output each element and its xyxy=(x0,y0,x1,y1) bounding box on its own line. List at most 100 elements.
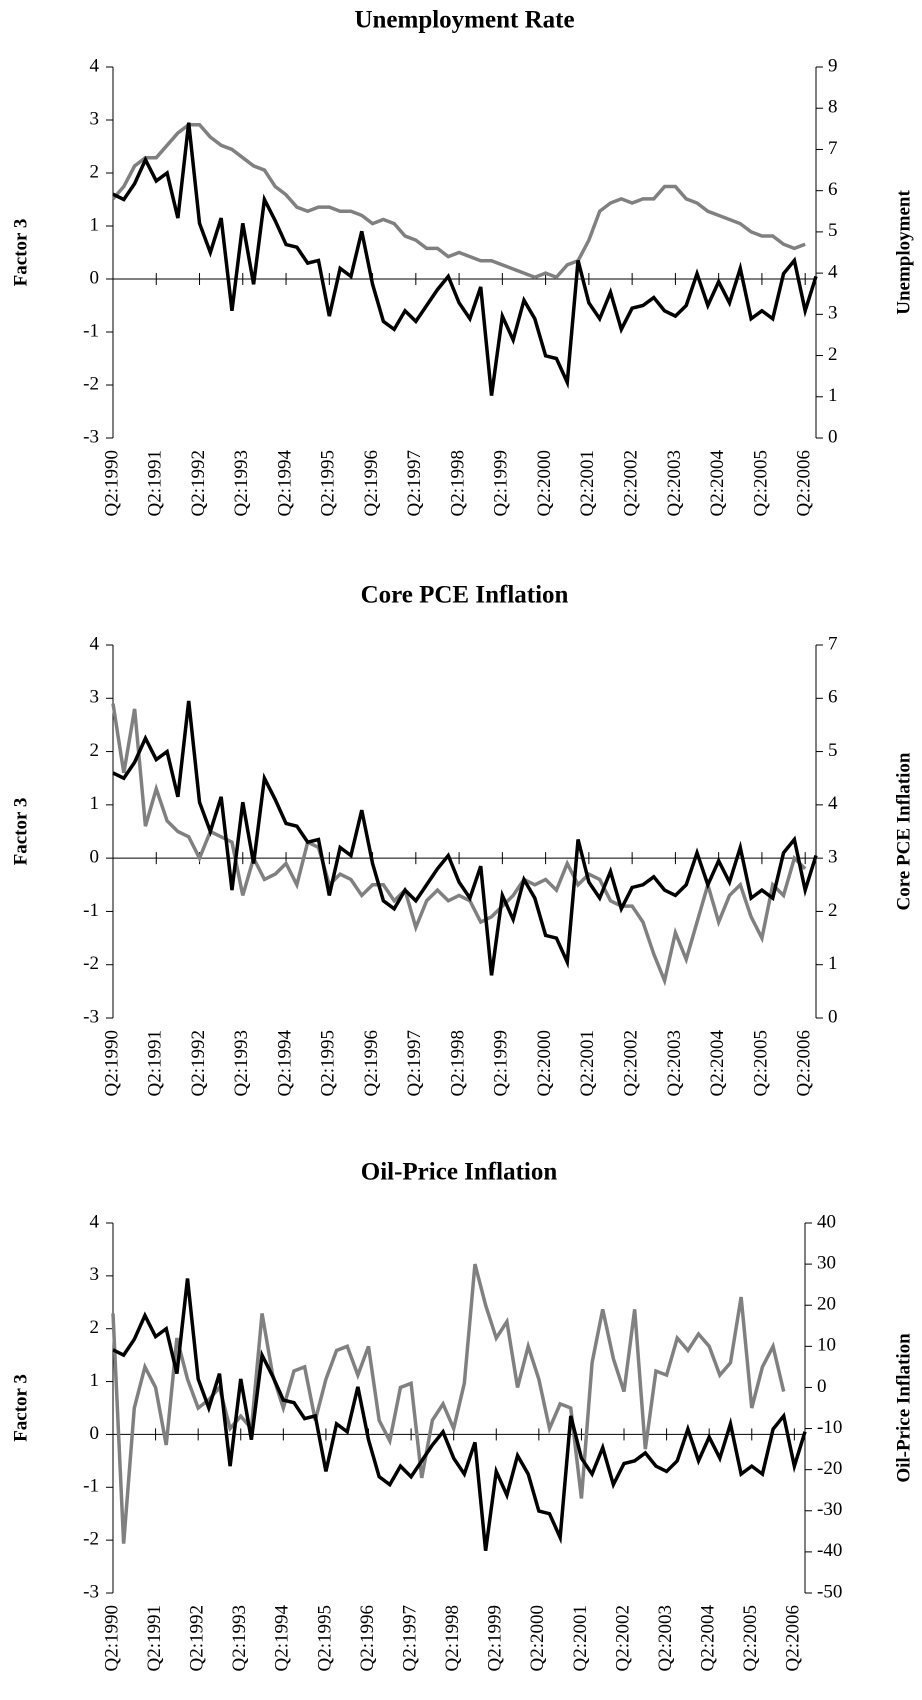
x-tick-label: Q2:1990 xyxy=(101,1030,122,1097)
y-tick-label: 0 xyxy=(90,267,100,288)
y-axis-label: Factor 3 xyxy=(10,1374,31,1442)
x-tick-label: Q2:2006 xyxy=(794,1030,815,1097)
x-tick-label: Q2:2000 xyxy=(534,1030,555,1097)
x-tick-label: Q2:2003 xyxy=(664,450,685,517)
y-tick-label: 3 xyxy=(90,108,100,129)
x-tick-label: Q2:2003 xyxy=(664,1030,685,1097)
x-tick-label: Q2:1996 xyxy=(357,1605,378,1672)
series-line xyxy=(111,703,807,987)
y-tick-label: -3 xyxy=(83,1581,99,1602)
x-tick-label: Q2:1990 xyxy=(101,450,122,517)
y2-tick-label: 4 xyxy=(828,261,838,282)
y2-tick-label: 2 xyxy=(828,900,838,921)
chart-title: Core PCE Inflation xyxy=(361,582,569,609)
y2-tick-label: -30 xyxy=(817,1499,842,1520)
x-tick-label: Q2:1995 xyxy=(318,450,339,517)
y-tick-label: -2 xyxy=(83,373,99,394)
series-line xyxy=(112,1278,807,1551)
x-tick-label: Q2:1996 xyxy=(361,450,382,517)
y2-axis-label: Core PCE Inflation xyxy=(893,752,914,910)
y2-tick-label: -40 xyxy=(817,1540,842,1561)
x-tick-label: Q2:2003 xyxy=(655,1605,676,1672)
x-tick-label: Q2:2002 xyxy=(620,1030,641,1097)
x-tick-label: Q2:1992 xyxy=(188,1030,209,1097)
y-tick-label: 1 xyxy=(90,214,100,235)
chart-title: Oil-Price Inflation xyxy=(361,1159,558,1186)
x-tick-label: Q2:2006 xyxy=(794,450,815,517)
x-tick-label: Q2:1991 xyxy=(145,1030,166,1097)
y-tick-label: 1 xyxy=(90,1370,100,1391)
x-tick-label: Q2:1999 xyxy=(485,1605,506,1672)
y2-tick-label: 4 xyxy=(828,793,838,814)
x-tick-label: Q2:1997 xyxy=(399,1605,420,1672)
y-tick-label: 4 xyxy=(90,633,100,654)
x-tick-label: Q2:1993 xyxy=(231,1030,252,1097)
y-tick-label: 2 xyxy=(90,161,100,182)
x-tick-label: Q2:1990 xyxy=(101,1605,122,1672)
y-tick-label: -1 xyxy=(83,1476,99,1497)
x-tick-label: Q2:2000 xyxy=(534,450,555,517)
y2-tick-label: -50 xyxy=(817,1581,842,1602)
x-tick-label: Q2:2005 xyxy=(750,450,771,517)
series-line xyxy=(111,122,806,280)
x-tick-label: Q2:1994 xyxy=(274,1030,295,1097)
x-tick-label: Q2:1998 xyxy=(442,1605,463,1672)
y2-tick-label: 3 xyxy=(828,847,838,868)
x-tick-label: Q2:2004 xyxy=(698,1605,719,1672)
y2-tick-label: 30 xyxy=(817,1252,836,1273)
x-tick-label: Q2:1993 xyxy=(231,450,252,517)
y-tick-label: 1 xyxy=(90,793,100,814)
y2-tick-label: 7 xyxy=(828,633,838,654)
x-tick-label: Q2:2004 xyxy=(707,450,728,517)
y2-tick-label: -20 xyxy=(817,1458,842,1479)
x-tick-label: Q2:2001 xyxy=(570,1605,591,1672)
y-tick-label: 0 xyxy=(90,1423,100,1444)
x-tick-label: Q2:1998 xyxy=(447,1030,468,1097)
x-tick-label: Q2:1995 xyxy=(318,1030,339,1097)
y2-tick-label: 5 xyxy=(828,220,838,241)
y-tick-label: 4 xyxy=(90,1211,100,1232)
y-axis-label: Factor 3 xyxy=(10,219,31,287)
y2-tick-label: -10 xyxy=(817,1417,842,1438)
y2-tick-label: 2 xyxy=(828,344,838,365)
y2-axis-label: Oil-Price Inflation xyxy=(893,1333,914,1483)
chart-title: Unemployment Rate xyxy=(354,7,574,34)
x-tick-label: Q2:1994 xyxy=(272,1605,293,1672)
y-tick-label: -3 xyxy=(83,426,99,447)
y2-tick-label: 5 xyxy=(828,740,838,761)
y-tick-label: 2 xyxy=(90,740,100,761)
y-tick-label: -2 xyxy=(83,953,99,974)
y-axis-label: Factor 3 xyxy=(10,798,31,866)
y-tick-label: 2 xyxy=(90,1317,100,1338)
y-tick-label: -1 xyxy=(83,900,99,921)
x-tick-label: Q2:1996 xyxy=(361,1030,382,1097)
x-tick-label: Q2:2005 xyxy=(740,1605,761,1672)
x-tick-label: Q2:1997 xyxy=(404,450,425,517)
y2-axis-label: Unemployment xyxy=(893,190,914,315)
x-tick-label: Q2:1991 xyxy=(144,1605,165,1672)
y2-tick-label: 7 xyxy=(828,138,838,159)
y-tick-label: 4 xyxy=(90,55,100,76)
x-tick-label: Q2:1991 xyxy=(145,450,166,517)
y-tick-label: 3 xyxy=(90,1264,100,1285)
y2-tick-label: 1 xyxy=(828,385,838,406)
x-tick-label: Q2:1997 xyxy=(404,1030,425,1097)
x-tick-label: Q2:1994 xyxy=(274,450,295,517)
x-tick-label: Q2:2000 xyxy=(527,1605,548,1672)
series-line xyxy=(111,1263,786,1544)
y2-tick-label: 3 xyxy=(828,303,838,324)
x-tick-label: Q2:2002 xyxy=(620,450,641,517)
y2-tick-label: 1 xyxy=(828,953,838,974)
y2-tick-label: 0 xyxy=(828,426,838,447)
y-tick-label: -1 xyxy=(83,320,99,341)
x-tick-label: Q2:2005 xyxy=(750,1030,771,1097)
y2-tick-label: 10 xyxy=(817,1335,836,1356)
y2-tick-label: 0 xyxy=(828,1006,838,1027)
x-tick-label: Q2:1995 xyxy=(314,1605,335,1672)
x-tick-label: Q2:2001 xyxy=(577,1030,598,1097)
series-line xyxy=(112,122,818,396)
x-tick-label: Q2:2004 xyxy=(707,1030,728,1097)
y2-tick-label: 9 xyxy=(828,55,838,76)
x-tick-label: Q2:1998 xyxy=(447,450,468,517)
